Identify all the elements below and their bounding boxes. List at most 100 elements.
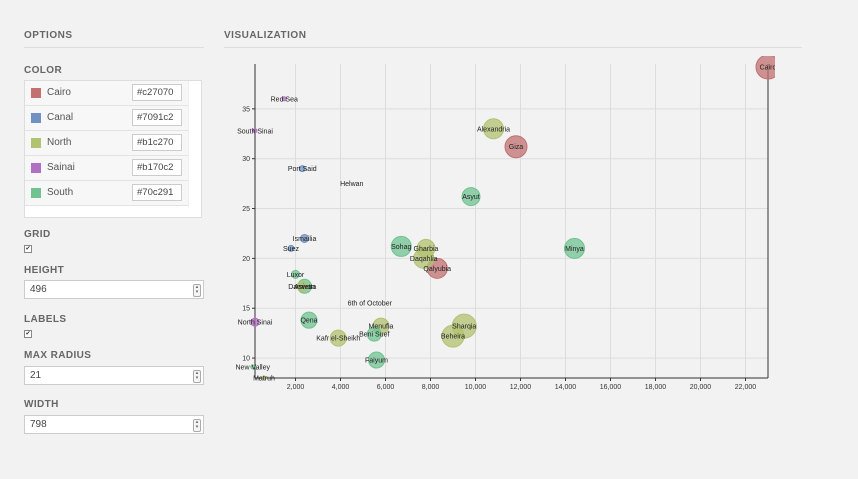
bubble-label: Aswan xyxy=(294,284,315,291)
bubble-label: Suez xyxy=(283,246,299,253)
color-swatch[interactable] xyxy=(31,113,41,123)
color-row-north: North xyxy=(25,131,189,156)
color-hex-input[interactable] xyxy=(132,159,182,176)
bubble-label: New Valley xyxy=(236,365,271,372)
height-value: 496 xyxy=(30,284,47,295)
bubble-alexandria[interactable] xyxy=(483,118,504,140)
width-label: WIDTH xyxy=(24,399,59,410)
x-tick-label: 10,000 xyxy=(465,384,487,391)
y-tick-label: 20 xyxy=(242,256,250,263)
color-name: Sainai xyxy=(47,162,75,173)
bubble-giza[interactable] xyxy=(504,135,528,159)
color-hex-input[interactable] xyxy=(132,184,182,201)
color-swatch[interactable] xyxy=(31,88,41,98)
options-divider xyxy=(24,47,204,48)
bubble-asyut[interactable] xyxy=(461,187,481,207)
y-tick-label: 30 xyxy=(242,156,250,163)
bubble-ismailia[interactable] xyxy=(300,233,309,243)
x-tick-label: 14,000 xyxy=(555,384,577,391)
grid-checkbox[interactable]: ✔ xyxy=(24,245,32,253)
y-tick-label: 35 xyxy=(242,106,250,113)
bubble-cairo[interactable] xyxy=(755,56,775,80)
bubble-kafr-el-sheikh[interactable] xyxy=(329,329,347,347)
bubble-sohag[interactable] xyxy=(390,235,412,257)
bubble-label: Asyut xyxy=(462,194,480,201)
bubble-label: Qena xyxy=(300,318,317,325)
x-tick-label: 4,000 xyxy=(332,384,350,391)
color-name: Canal xyxy=(47,112,74,123)
bubble-suez[interactable] xyxy=(287,244,295,252)
bubble-beheira[interactable] xyxy=(441,324,465,348)
bubble-matruh[interactable] xyxy=(261,375,267,381)
x-tick-label: 18,000 xyxy=(645,384,667,391)
height-stepper[interactable]: ▴ ▾ xyxy=(193,284,201,297)
x-tick-label: 16,000 xyxy=(600,384,622,391)
bubble-label: Matruh xyxy=(253,376,275,383)
color-hex-input[interactable] xyxy=(132,134,182,151)
x-tick-label: 6,000 xyxy=(377,384,395,391)
height-label: HEIGHT xyxy=(24,265,65,276)
color-row-south: South xyxy=(25,181,189,206)
width-input[interactable]: 798 ▴ ▾ xyxy=(24,415,204,434)
visualization-heading: VISUALIZATION xyxy=(224,30,307,41)
bubble-qena[interactable] xyxy=(300,311,318,329)
bubble-label: Alexandria xyxy=(477,126,510,133)
bubble-label: Kafr el-Sheikh xyxy=(316,336,360,343)
x-tick-label: 8,000 xyxy=(422,384,440,391)
bubble-luxor[interactable] xyxy=(291,269,300,279)
color-hex-input[interactable] xyxy=(132,109,182,126)
x-tick-label: 12,000 xyxy=(510,384,532,391)
labels-label: LABELS xyxy=(24,314,67,325)
color-swatch[interactable] xyxy=(31,163,41,173)
bubble-label: Sohag xyxy=(391,244,411,251)
bubble-label: Qalyubia xyxy=(423,266,451,273)
bubble-label: South Sinai xyxy=(237,128,273,135)
color-row-canal: Canal xyxy=(25,106,189,131)
width-value: 798 xyxy=(30,419,47,430)
height-input[interactable]: 496 ▴ ▾ xyxy=(24,280,204,299)
bubble-label: Damietta xyxy=(288,284,316,291)
y-tick-label: 15 xyxy=(242,306,250,313)
bubble-port-said[interactable] xyxy=(298,165,306,173)
max-radius-label: MAX RADIUS xyxy=(24,350,92,361)
bubble-gharbia[interactable] xyxy=(416,238,436,258)
color-hex-input[interactable] xyxy=(132,84,182,101)
max-radius-input[interactable]: 21 ▴ ▾ xyxy=(24,366,204,385)
bubble-south-sinai[interactable] xyxy=(252,128,258,134)
bubble-label: Sharqia xyxy=(452,324,476,331)
bubble-new-valley[interactable] xyxy=(250,364,256,370)
x-tick-label: 2,000 xyxy=(287,384,305,391)
bubble-chart: 2,000 4,000 6,000 8,000 10,000 12,000 14,000 16… xyxy=(236,56,775,391)
color-label: COLOR xyxy=(24,65,63,76)
color-row-cairo: Cairo xyxy=(25,81,189,106)
bubble-label: Minya xyxy=(565,246,584,253)
bubble-label: Faiyum xyxy=(365,358,388,365)
bubble-damietta[interactable] xyxy=(296,280,308,292)
color-row-sainai: Sainai xyxy=(25,156,189,181)
bubble-label: Menufia xyxy=(369,324,394,331)
x-tick-label: 22,000 xyxy=(735,384,757,391)
bubble-faiyum[interactable] xyxy=(368,351,385,369)
bubble-label: Cairo xyxy=(760,64,775,71)
visualization-divider xyxy=(224,47,802,48)
bubble-label: Port Said xyxy=(288,166,317,173)
color-list: Cairo Canal North Sainai South xyxy=(25,81,189,206)
color-list-panel: Cairo Canal North Sainai South xyxy=(24,80,202,218)
bubble-north-sinai[interactable] xyxy=(250,317,260,327)
max-radius-stepper[interactable]: ▴ ▾ xyxy=(193,370,201,383)
bubble-label: Helwan xyxy=(340,181,363,188)
color-swatch[interactable] xyxy=(31,188,41,198)
bubble-label: Red Sea xyxy=(271,96,298,103)
x-tick-label: 20,000 xyxy=(690,384,712,391)
bubble-label: Luxor xyxy=(287,272,305,279)
color-name: South xyxy=(47,187,74,198)
width-stepper[interactable]: ▴ ▾ xyxy=(193,419,201,432)
bubble-label: North Sinai xyxy=(238,320,273,327)
bubble-red-sea[interactable] xyxy=(281,96,287,102)
bubble-beni-suef[interactable] xyxy=(366,326,382,342)
color-swatch[interactable] xyxy=(31,138,41,148)
color-list-scrollbar[interactable] xyxy=(188,81,201,207)
options-heading: OPTIONS xyxy=(24,30,73,41)
bubble-minya[interactable] xyxy=(564,237,585,259)
labels-checkbox[interactable]: ✔ xyxy=(24,330,32,338)
